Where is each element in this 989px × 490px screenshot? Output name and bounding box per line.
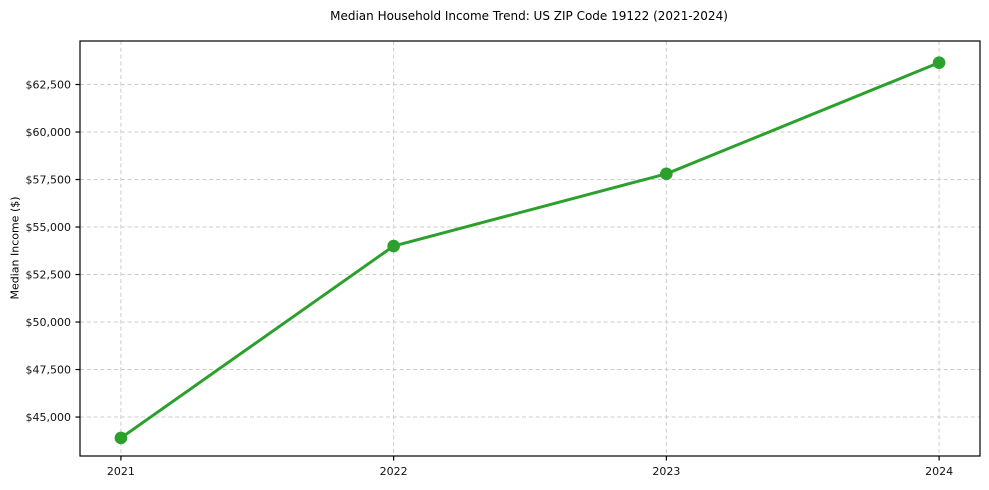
x-tick-label: 2023	[652, 465, 680, 478]
y-tick-label: $62,500	[26, 79, 72, 92]
data-point	[387, 239, 400, 253]
chart-title: Median Household Income Trend: US ZIP Co…	[330, 9, 728, 23]
y-tick-label: $52,500	[26, 269, 72, 282]
x-tick-label: 2022	[380, 465, 408, 478]
y-tick-label: $57,500	[26, 174, 72, 187]
y-tick-label: $60,000	[26, 126, 72, 139]
trend-line	[119, 61, 941, 440]
y-tick-label: $50,000	[26, 316, 72, 329]
x-tick-label: 2024	[925, 465, 953, 478]
data-point	[660, 167, 673, 181]
plot-border	[79, 40, 981, 457]
x-tick-label: 2021	[107, 465, 135, 478]
y-tick-label: $55,000	[26, 221, 72, 234]
y-tick-label: $45,000	[26, 411, 72, 424]
data-point	[114, 431, 128, 445]
y-tick-label: $47,500	[26, 364, 72, 377]
data-point	[932, 56, 946, 69]
